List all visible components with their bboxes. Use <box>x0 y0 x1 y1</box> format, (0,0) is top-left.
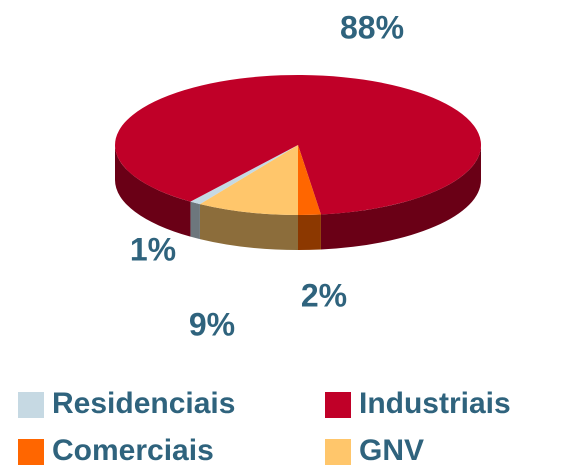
legend-swatch <box>325 392 351 418</box>
legend-label: Residenciais <box>52 387 235 420</box>
slice <box>115 75 482 215</box>
slice-side <box>115 145 191 237</box>
legend-swatch <box>18 439 44 465</box>
legend-swatch <box>18 392 44 418</box>
value-label: 1% <box>130 231 176 267</box>
legend-swatch <box>325 439 351 465</box>
slice <box>190 145 298 205</box>
value-label: 88% <box>340 9 404 45</box>
slice <box>298 145 321 215</box>
legend-label: Comerciais <box>52 434 214 467</box>
slice-side <box>199 204 298 250</box>
slice <box>199 145 298 215</box>
value-label: 2% <box>301 277 347 313</box>
slice-side <box>320 145 481 250</box>
legend-label: Industriais <box>359 387 511 420</box>
value-label: 9% <box>189 306 235 342</box>
slice-side <box>298 214 321 250</box>
slice-side <box>190 201 200 240</box>
legend-label: GNV <box>359 434 424 467</box>
